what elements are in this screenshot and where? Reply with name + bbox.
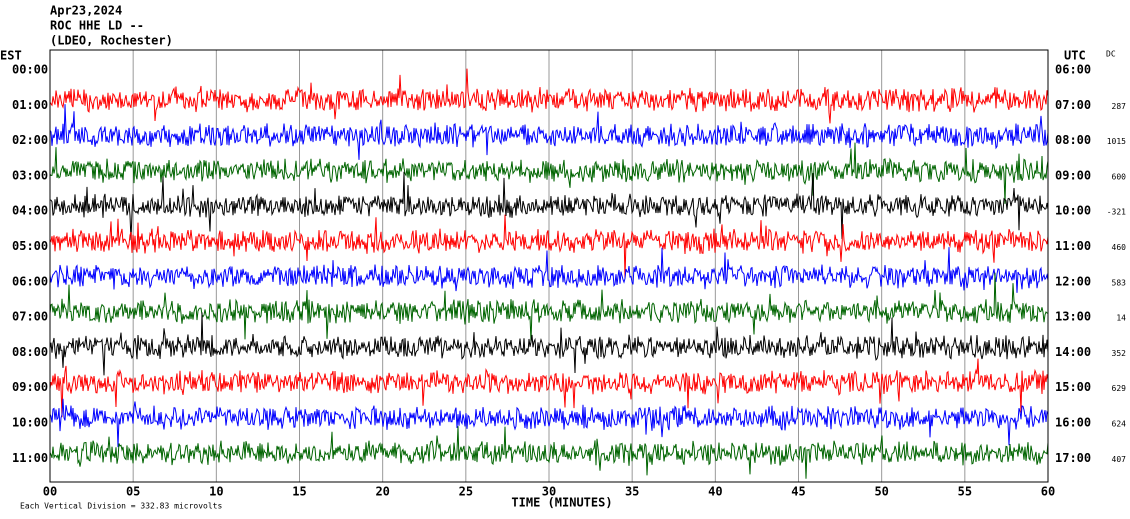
dc-label: DC: [1106, 50, 1116, 59]
trace: [50, 358, 1048, 418]
dc-value: 287: [1112, 102, 1127, 111]
trace: [50, 426, 1048, 479]
utc-label: 17:00: [1055, 451, 1091, 465]
footnote: Each Vertical Division = 332.83 microvol…: [20, 502, 222, 511]
est-label: 06:00: [12, 274, 48, 288]
x-axis-label: TIME (MINUTES): [511, 496, 612, 510]
trace: [50, 398, 1048, 448]
est-label: 00:00: [12, 63, 48, 77]
station-org: (LDEO, Rochester): [50, 34, 173, 48]
x-tick-label: 35: [625, 485, 639, 499]
plot-frame: [49, 49, 1049, 483]
utc-label: 07:00: [1055, 98, 1091, 112]
left-axis-label: EST: [0, 49, 22, 63]
utc-label: 09:00: [1055, 168, 1091, 182]
est-label: 04:00: [12, 204, 48, 218]
x-tick-label: 20: [375, 485, 389, 499]
x-tick-label: 45: [791, 485, 805, 499]
dc-value: 600: [1112, 172, 1127, 181]
station-code: ROC HHE LD --: [50, 19, 144, 33]
trace: [50, 68, 1048, 124]
dc-value: 1015: [1107, 137, 1126, 146]
dc-value: 352: [1112, 349, 1127, 358]
dc-value: -321: [1107, 208, 1126, 217]
utc-label: 10:00: [1055, 204, 1091, 218]
x-tick-label: 40: [708, 485, 722, 499]
utc-label: 13:00: [1055, 310, 1091, 324]
utc-label: 14:00: [1055, 345, 1091, 359]
x-tick-label: 15: [292, 485, 306, 499]
trace: [50, 247, 1048, 293]
utc-label: 08:00: [1055, 133, 1091, 147]
utc-label: 15:00: [1055, 380, 1091, 394]
x-tick-label: 05: [126, 485, 140, 499]
utc-label: 06:00: [1055, 63, 1091, 77]
dc-value: 583: [1112, 278, 1127, 287]
trace: [50, 171, 1048, 241]
dc-value: 14: [1116, 314, 1126, 323]
x-tick-label: 60: [1041, 485, 1055, 499]
x-tick-label: 10: [209, 485, 223, 499]
dc-value: 629: [1112, 384, 1127, 393]
trace: [50, 142, 1048, 204]
utc-label: 12:00: [1055, 274, 1091, 288]
est-label: 08:00: [12, 345, 48, 359]
est-label: 07:00: [12, 310, 48, 324]
est-label: 01:00: [12, 98, 48, 112]
trace: [50, 104, 1048, 160]
x-tick-label: 00: [43, 485, 57, 499]
dc-value: 407: [1112, 455, 1127, 464]
est-label: 03:00: [12, 168, 48, 182]
est-label: 11:00: [12, 451, 48, 465]
x-tick-label: 50: [874, 485, 888, 499]
trace: [50, 312, 1048, 376]
utc-label: 16:00: [1055, 416, 1091, 430]
dc-value: 460: [1112, 243, 1127, 252]
x-tick-label: 55: [958, 485, 972, 499]
x-tick-label: 25: [459, 485, 473, 499]
trace: [50, 214, 1048, 279]
utc-label: 11:00: [1055, 239, 1091, 253]
dc-value: 624: [1112, 420, 1127, 429]
station-date: Apr23,2024: [50, 4, 122, 18]
trace: [50, 272, 1048, 342]
x-tick-label: 30: [542, 485, 556, 499]
est-label: 09:00: [12, 380, 48, 394]
est-label: 05:00: [12, 239, 48, 253]
est-label: 10:00: [12, 416, 48, 430]
right-axis-label: UTC: [1064, 49, 1086, 63]
est-label: 02:00: [12, 133, 48, 147]
